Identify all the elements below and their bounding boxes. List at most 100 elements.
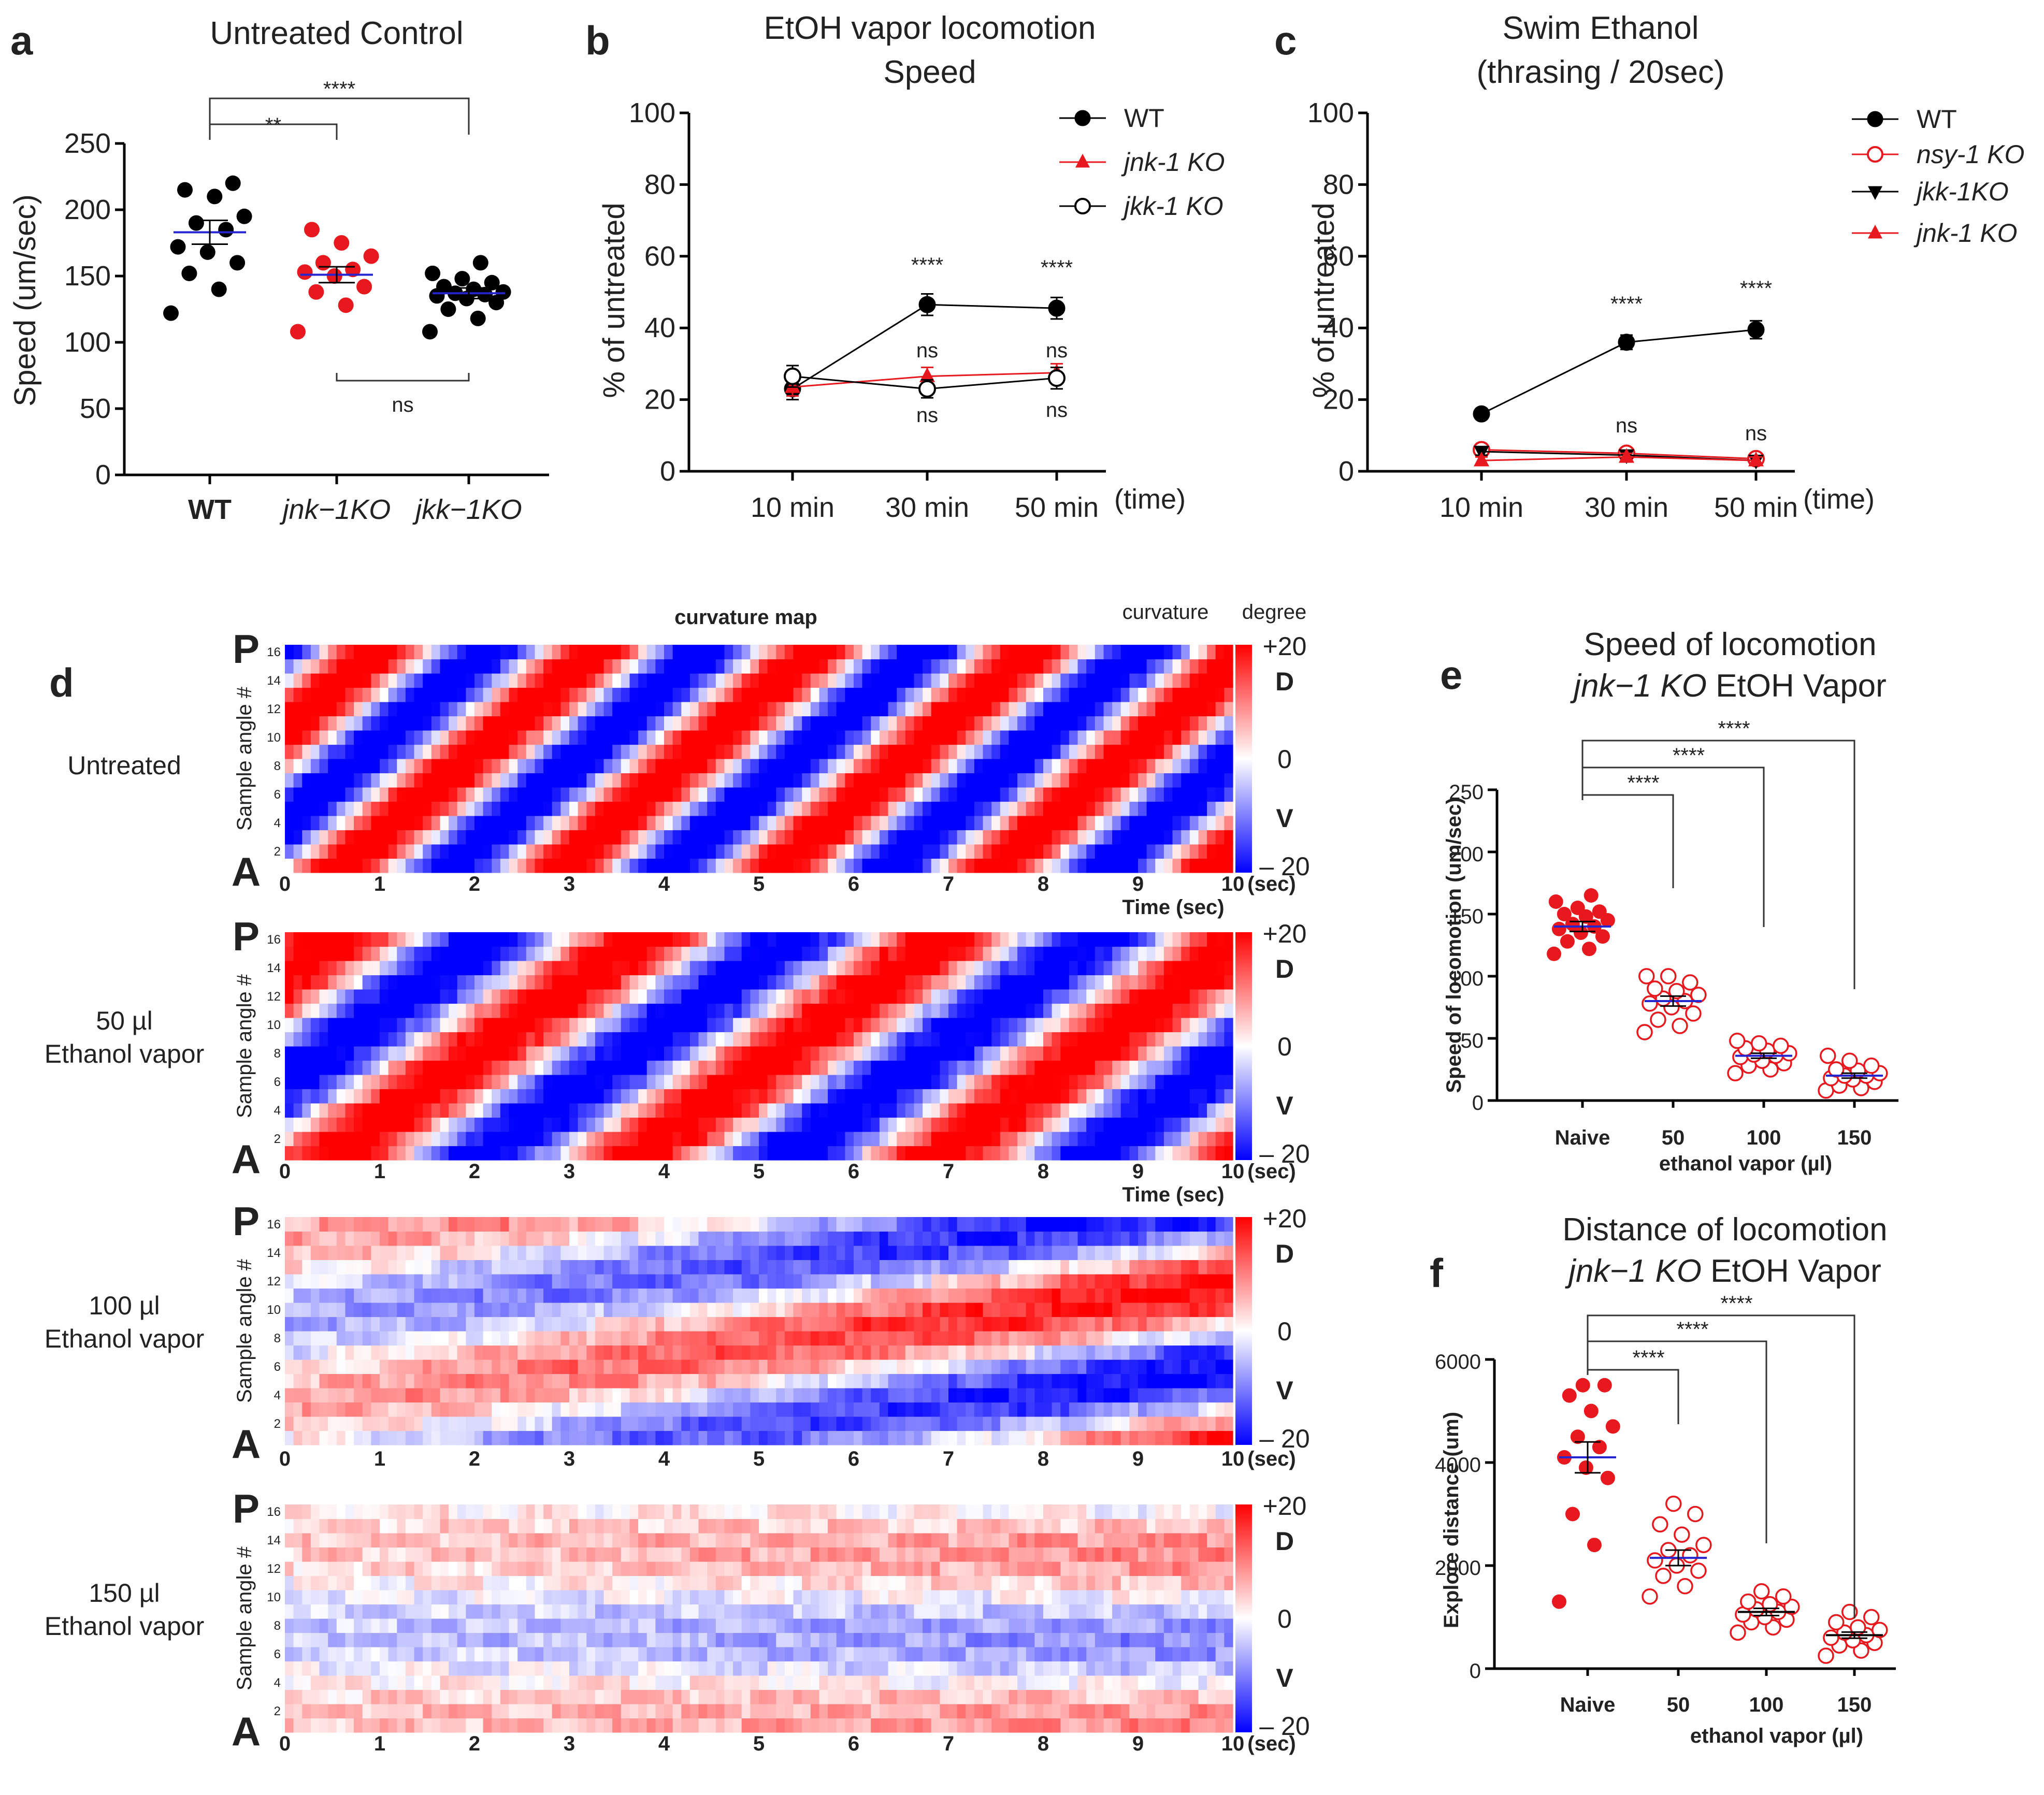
heatmap-cell xyxy=(707,1316,716,1331)
heatmap-cell xyxy=(285,1117,294,1132)
heatmap-cell xyxy=(948,801,958,816)
heatmap-cell xyxy=(1017,1373,1027,1388)
heatmap-cell xyxy=(595,1103,604,1118)
heatmap-cell xyxy=(517,744,527,759)
heatmap-cell xyxy=(569,1388,579,1403)
heatmap-cell xyxy=(759,659,768,674)
heatmap-cell xyxy=(750,1345,759,1360)
heatmap-cell xyxy=(888,702,897,717)
heatmap-cell xyxy=(1069,1089,1078,1104)
heatmap-cell xyxy=(784,759,794,774)
heatmap-cell xyxy=(871,858,880,873)
heatmap-cell xyxy=(698,1416,708,1431)
heatmap-cell xyxy=(1052,787,1061,802)
heatmap-cell xyxy=(759,1430,768,1445)
heatmap-cell xyxy=(1120,801,1130,816)
heatmap-cell xyxy=(492,773,501,788)
heatmap-cell xyxy=(414,1046,423,1061)
heatmap-cell xyxy=(380,1103,389,1118)
heatmap-cell xyxy=(1009,687,1018,702)
heatmap-cell xyxy=(371,1003,380,1018)
heatmap-cell xyxy=(423,946,432,961)
heatmap-cell xyxy=(905,932,914,947)
heatmap-cell xyxy=(629,975,639,990)
heatmap-cell xyxy=(940,1046,949,1061)
heatmap-cell xyxy=(724,1060,733,1075)
heatmap-cell xyxy=(854,1018,863,1033)
heatmap-cell xyxy=(1198,830,1207,845)
heatmap-cell xyxy=(449,858,458,873)
heatmap-cell xyxy=(293,1288,303,1303)
heatmap-cell xyxy=(535,989,544,1004)
heatmap-cell xyxy=(862,1060,871,1075)
heatmap-cell xyxy=(1189,702,1199,717)
heatmap-cell xyxy=(1163,946,1173,961)
heatmap-cell xyxy=(1043,801,1053,816)
heatmap-cell xyxy=(698,759,708,774)
heatmap-cell xyxy=(1207,1032,1216,1047)
heatmap-cell xyxy=(862,1302,871,1318)
heatmap-cell xyxy=(750,1075,759,1090)
heatmap-cell xyxy=(431,1345,440,1360)
panel-a-data-point xyxy=(218,222,234,238)
panel-a-y-tick-label: 100 xyxy=(64,327,111,358)
heatmap-cell xyxy=(328,830,337,845)
heatmap-cell xyxy=(1034,1416,1044,1431)
heatmap-cell xyxy=(310,702,320,717)
heatmap-cell xyxy=(397,975,406,990)
heatmap-cell xyxy=(1146,1060,1156,1075)
heatmap-cell xyxy=(285,816,294,831)
heatmap-cell xyxy=(1043,645,1053,660)
heatmap-cell xyxy=(1000,744,1009,759)
heatmap-cell xyxy=(646,946,656,961)
heatmap-cell xyxy=(983,975,992,990)
heatmap-cell xyxy=(1103,1146,1113,1161)
heatmap-y-tick-label: 12 xyxy=(267,990,281,1004)
heatmap-cell xyxy=(492,1032,501,1047)
heatmap-cell xyxy=(948,759,958,774)
heatmap-cell xyxy=(664,716,673,731)
heatmap-cell xyxy=(586,1032,596,1047)
heatmap-cell xyxy=(1000,801,1009,816)
heatmap-cell xyxy=(681,989,690,1004)
heatmap-cell xyxy=(664,1373,673,1388)
heatmap-cell xyxy=(871,1003,880,1018)
heatmap-cell xyxy=(535,702,544,717)
heatmap-cell xyxy=(380,1316,389,1331)
heatmap-cell xyxy=(388,1288,397,1303)
heatmap-cell xyxy=(1146,787,1156,802)
heatmap-cell xyxy=(1095,1402,1104,1417)
heatmap-cell xyxy=(828,1103,837,1118)
heatmap-cell xyxy=(310,687,320,702)
heatmap-cell xyxy=(1112,730,1121,745)
heatmap-cell xyxy=(603,730,613,745)
heatmap-cell xyxy=(646,1316,656,1331)
heatmap-cell xyxy=(552,702,561,717)
heatmap-cell xyxy=(310,961,320,976)
heatmap-cell xyxy=(423,932,432,947)
heatmap-cell xyxy=(966,1117,975,1132)
heatmap-cell xyxy=(1009,946,1018,961)
heatmap-cell xyxy=(629,858,639,873)
heatmap-cell xyxy=(897,673,906,688)
heatmap-cell xyxy=(328,1032,337,1047)
heatmap-cell xyxy=(966,1331,975,1346)
heatmap-cell xyxy=(991,730,1001,745)
heatmap-cell xyxy=(828,1388,837,1403)
heatmap-cell xyxy=(483,1046,492,1061)
heatmap-cell xyxy=(397,1288,406,1303)
heatmap-cell xyxy=(871,961,880,976)
heatmap-cell xyxy=(940,744,949,759)
heatmap-cell xyxy=(836,645,845,660)
heatmap-cell xyxy=(380,1018,389,1033)
heatmap-cell xyxy=(991,1388,1001,1403)
heatmap-cell xyxy=(1112,1430,1121,1445)
heatmap-cell xyxy=(655,1089,665,1104)
heatmap-cell xyxy=(983,1103,992,1118)
heatmap-cell xyxy=(405,1003,415,1018)
heatmap-cell xyxy=(1189,787,1199,802)
heatmap-cell xyxy=(621,946,630,961)
heatmap-cell xyxy=(715,759,725,774)
heatmap-cell xyxy=(983,1416,992,1431)
heatmap-cell xyxy=(983,946,992,961)
